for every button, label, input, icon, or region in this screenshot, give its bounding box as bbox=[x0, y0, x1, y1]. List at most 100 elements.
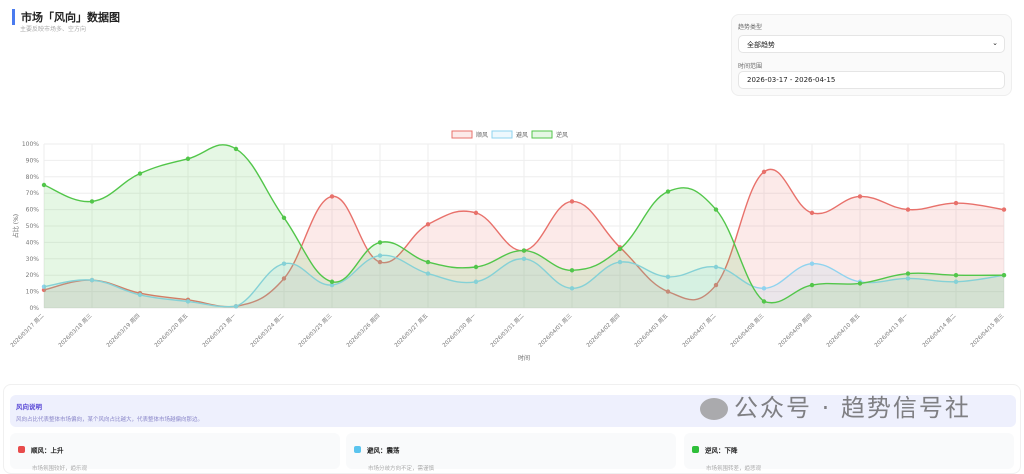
watermark: 公众号 · 趋势信号社 bbox=[700, 394, 971, 422]
data-point bbox=[185, 156, 191, 161]
data-point bbox=[905, 276, 911, 281]
x-tick-label: 2026/03/30 周一 bbox=[441, 312, 478, 349]
y-tick-label: 40% bbox=[26, 239, 40, 246]
data-point bbox=[137, 171, 143, 176]
chart-container: 0% 10% 20% 30% 40% 50% 60% 70% 80% 90% 100% 2026/03… bbox=[8, 124, 1016, 374]
x-tick-label: 2026/03/31 周二 bbox=[489, 312, 526, 349]
data-point bbox=[713, 207, 719, 212]
time-range-label: 时间范围 bbox=[738, 63, 763, 70]
data-point bbox=[953, 273, 959, 278]
data-point bbox=[89, 277, 95, 283]
data-point bbox=[713, 264, 719, 270]
card-desc: 市场氛围转差，趋悲观 bbox=[706, 466, 762, 472]
blue-dot-icon bbox=[354, 446, 361, 453]
x-tick-label: 2026/03/17 周二 bbox=[9, 312, 46, 349]
x-tick-label: 2026/04/02 周四 bbox=[585, 312, 621, 348]
data-point bbox=[41, 284, 47, 289]
time-range-input[interactable]: 2026-03-17 - 2026-04-15 bbox=[738, 71, 1005, 89]
y-tick-label: 100% bbox=[22, 141, 39, 148]
chevron-down-icon: ⌄ bbox=[992, 39, 998, 47]
page-title: 市场「风向」数据图 bbox=[12, 9, 120, 25]
data-point bbox=[857, 194, 863, 199]
data-point bbox=[89, 199, 95, 204]
data-point bbox=[281, 276, 287, 281]
data-point bbox=[569, 286, 575, 291]
red-dot-icon bbox=[18, 446, 25, 453]
x-tick-label: 2026/04/01 周三 bbox=[537, 312, 574, 349]
data-point bbox=[425, 259, 431, 265]
data-point bbox=[713, 282, 719, 288]
legend-label: 顺风 bbox=[476, 132, 488, 139]
trend-type-select[interactable]: 全部趋势 ⌄ bbox=[738, 35, 1005, 53]
y-axis-title: 占比 (%) bbox=[12, 214, 20, 238]
data-point bbox=[665, 274, 671, 280]
data-point bbox=[377, 253, 383, 258]
legend-label: 逆风 bbox=[556, 131, 568, 139]
data-point bbox=[665, 189, 671, 194]
x-tick-label: 2026/04/13 周一 bbox=[873, 312, 910, 349]
data-point bbox=[905, 271, 911, 276]
y-tick-label: 90% bbox=[26, 157, 40, 164]
x-tick-label: 2026/03/25 周三 bbox=[297, 312, 334, 349]
x-tick-label: 2026/03/24 周二 bbox=[249, 312, 286, 349]
data-point bbox=[521, 256, 527, 261]
trend-type-value: 全部趋势 bbox=[747, 41, 775, 49]
legend-swatch bbox=[531, 130, 553, 139]
legend-swatch bbox=[491, 130, 513, 139]
data-point bbox=[329, 194, 335, 199]
y-tick-label: 10% bbox=[26, 289, 40, 296]
card-title: 避风：震荡 bbox=[367, 446, 400, 455]
y-tick-label: 50% bbox=[26, 223, 40, 230]
data-point bbox=[41, 287, 47, 293]
x-tick-label: 2026/04/03 周五 bbox=[633, 312, 670, 349]
note-box: 风向说明 风向占比代表整体市场偏向，某个风向占比越大，代表整体市场越偏向那边。 bbox=[10, 395, 1016, 427]
series-area-2 bbox=[44, 144, 1004, 308]
x-tick-label: 2026/03/27 周五 bbox=[393, 312, 430, 349]
watermark-text: 公众号 · 趋势信号社 bbox=[734, 394, 971, 422]
data-point bbox=[377, 240, 383, 245]
data-point bbox=[41, 182, 47, 188]
note-desc: 风向占比代表整体市场偏向，某个风向占比越大，代表整体市场越偏向那边。 bbox=[16, 417, 204, 423]
data-point bbox=[857, 281, 863, 286]
legend-label: 避风 bbox=[516, 131, 528, 139]
data-point bbox=[473, 264, 479, 270]
data-point bbox=[1001, 207, 1007, 212]
data-point bbox=[521, 248, 527, 253]
page-subtitle: 主要反映市场多、空方向 bbox=[20, 26, 87, 33]
data-point bbox=[761, 299, 767, 304]
y-tick-label: 30% bbox=[26, 256, 40, 263]
y-tick-label: 0% bbox=[29, 305, 39, 312]
card-tailwind: 顺风：上升 市场氛围较好，趋乐观 bbox=[10, 433, 340, 472]
x-tick-label: 2026/04/08 周三 bbox=[729, 312, 766, 349]
card-title: 逆风：下降 bbox=[705, 446, 738, 455]
data-point bbox=[233, 304, 239, 309]
data-point bbox=[473, 210, 479, 216]
x-tick-label: 2026/03/26 周四 bbox=[345, 312, 381, 348]
data-point bbox=[617, 259, 623, 265]
data-point bbox=[137, 292, 143, 298]
data-point bbox=[665, 289, 671, 294]
data-point bbox=[329, 279, 335, 284]
x-tick-label: 2026/03/23 周一 bbox=[201, 312, 238, 349]
legend-swatch bbox=[451, 130, 473, 139]
y-tick-label: 80% bbox=[26, 174, 40, 181]
x-tick-label: 2026/03/20 周五 bbox=[153, 312, 190, 349]
data-point bbox=[425, 222, 431, 227]
data-point bbox=[233, 146, 239, 152]
data-point bbox=[809, 261, 815, 266]
data-point bbox=[1001, 273, 1007, 278]
data-point bbox=[569, 199, 575, 204]
data-point bbox=[329, 282, 335, 288]
data-point bbox=[761, 169, 767, 175]
note-title: 风向说明 bbox=[16, 403, 42, 411]
card-desc: 市场分歧方向不定，需谨慎 bbox=[368, 466, 435, 472]
x-tick-label: 2026/03/19 周四 bbox=[105, 312, 141, 348]
card-shelter: 避风：震荡 市场分歧方向不定，需谨慎 bbox=[346, 433, 676, 472]
x-tick-label: 2026/04/14 周二 bbox=[921, 312, 958, 349]
wechat-icon bbox=[700, 398, 728, 420]
data-point bbox=[953, 279, 959, 284]
data-point bbox=[569, 268, 575, 273]
data-point bbox=[473, 279, 479, 284]
series-area-0 bbox=[44, 169, 1004, 308]
x-tick-label: 2026/04/10 周五 bbox=[825, 312, 862, 349]
